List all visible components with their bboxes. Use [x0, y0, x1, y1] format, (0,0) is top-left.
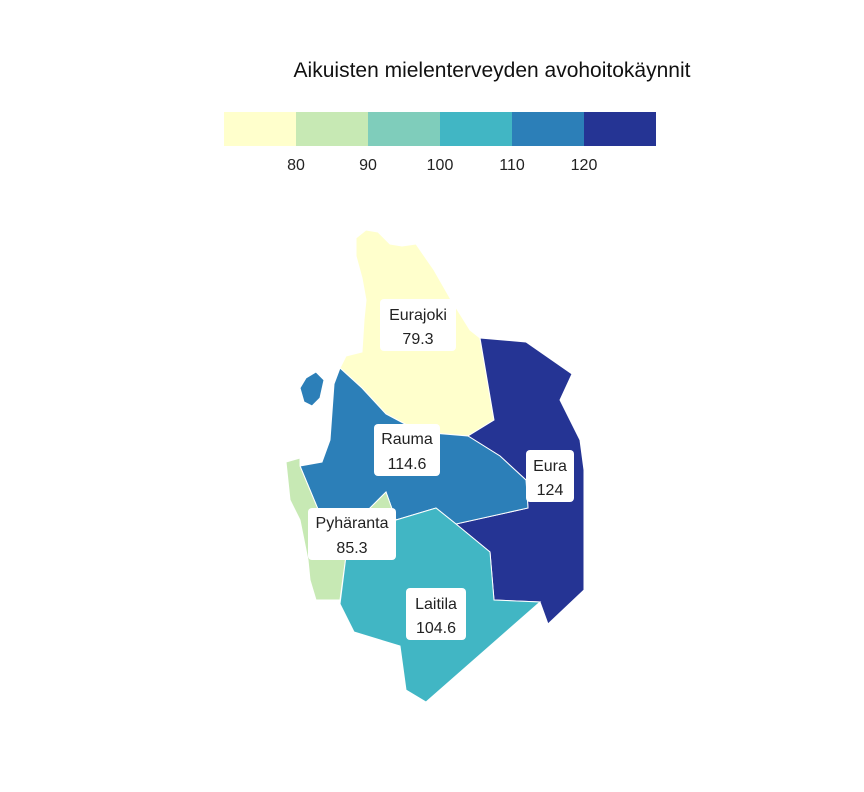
legend-tick-label: 110 — [499, 157, 525, 174]
legend-tick-label: 120 — [571, 157, 598, 174]
region-name-label: Eura — [533, 458, 567, 475]
label-pyharanta: Pyhäranta 85.3 — [308, 508, 396, 560]
label-box — [526, 450, 574, 502]
label-rauma: Rauma 114.6 — [374, 424, 440, 476]
label-eurajoki: Eurajoki 79.3 — [380, 299, 456, 351]
region-name-label: Eurajoki — [389, 307, 447, 324]
legend-tick-label: 100 — [427, 157, 454, 174]
legend-swatch-3 — [368, 112, 440, 146]
legend-tick-label: 80 — [287, 157, 305, 174]
label-box — [308, 508, 396, 560]
label-eura: Eura 124 — [526, 450, 574, 502]
legend-swatch-2 — [296, 112, 368, 146]
region-value-label: 124 — [537, 482, 564, 499]
label-box — [374, 424, 440, 476]
map-title: Aikuisten mielenterveyden avohoitokäynni… — [294, 59, 691, 82]
region-name-label: Pyhäranta — [316, 515, 389, 532]
label-laitila: Laitila 104.6 — [406, 588, 466, 640]
legend-tick-label: 90 — [359, 157, 377, 174]
legend-swatch-6 — [584, 112, 656, 146]
region-labels: Eurajoki 79.3 Rauma 114.6 Eura 124 Pyhär… — [308, 299, 574, 640]
region-value-label: 114.6 — [388, 456, 427, 473]
region-rauma-island[interactable] — [299, 371, 325, 407]
legend-swatch-1 — [224, 112, 296, 146]
region-name-label: Laitila — [415, 596, 457, 613]
region-value-label: 79.3 — [402, 331, 433, 348]
label-box — [380, 299, 456, 351]
legend-swatch-5 — [512, 112, 584, 146]
region-value-label: 85.3 — [336, 540, 367, 557]
region-name-label: Rauma — [381, 431, 433, 448]
legend-swatch-4 — [440, 112, 512, 146]
region-value-label: 104.6 — [416, 620, 456, 637]
legend: 80 90 100 110 120 — [224, 112, 656, 174]
label-box — [406, 588, 466, 640]
